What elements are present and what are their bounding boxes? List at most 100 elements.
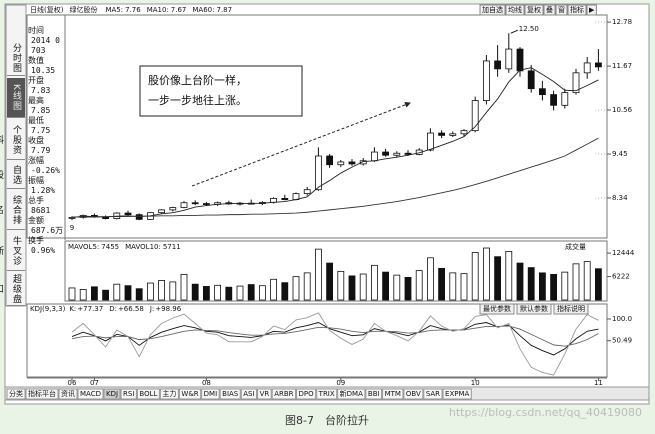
volume-bar xyxy=(460,273,468,301)
candle-body xyxy=(516,48,524,72)
candle-body xyxy=(124,212,132,216)
toolbar-button[interactable]: 复权 xyxy=(527,5,541,14)
price-panel xyxy=(26,14,608,239)
indicator-tab[interactable]: ASI xyxy=(243,390,254,398)
toolbar-button-frame[interactable] xyxy=(479,4,506,16)
indicator-tab[interactable]: SAR xyxy=(426,390,440,398)
indicator-tab[interactable]: 资讯 xyxy=(61,389,75,398)
indicator-tab[interactable]: 指标平台 xyxy=(28,389,56,398)
info-value: 8681 xyxy=(31,206,51,215)
toolbar-button[interactable]: ▶ xyxy=(589,6,595,14)
info-label: 最低 xyxy=(28,116,44,125)
toolbar-button[interactable]: 窗 xyxy=(558,5,565,14)
kdj-button-frame[interactable] xyxy=(553,303,589,315)
indicator-tab-frame[interactable] xyxy=(25,388,59,400)
sidebar-tab[interactable]: 自选股 xyxy=(0,161,25,189)
ma-label: MA10: xyxy=(147,6,169,14)
candle-body xyxy=(482,60,490,101)
kdj-button[interactable]: 指标说明 xyxy=(557,304,585,313)
indicator-tab-frame[interactable] xyxy=(296,388,317,400)
volume-bar xyxy=(426,257,434,301)
indicator-tab[interactable]: DPO xyxy=(299,390,315,398)
indicator-tab-frame[interactable] xyxy=(442,388,472,400)
toolbar-button[interactable]: 指标 xyxy=(570,5,584,14)
toolbar-button-frame[interactable] xyxy=(524,4,544,16)
volume-bar xyxy=(158,280,166,301)
toolbar-button-frame[interactable] xyxy=(567,4,587,16)
toolbar-button-frame[interactable] xyxy=(505,4,525,16)
indicator-tab[interactable]: BIAS xyxy=(222,390,239,398)
ma-value: 7.67 xyxy=(171,6,187,14)
indicator-tab-frame[interactable] xyxy=(58,388,78,400)
info-label: 最高 xyxy=(28,96,44,105)
indicator-tab[interactable]: 新DMA xyxy=(340,389,363,398)
indicator-tab-frame[interactable] xyxy=(136,388,160,400)
info-value: 687.6万 xyxy=(31,226,64,235)
sidebar-tab[interactable]: K线图 xyxy=(7,78,25,118)
indicator-tab[interactable]: TRIX xyxy=(318,390,335,398)
indicator-tab-frame[interactable] xyxy=(6,388,26,400)
indicator-tab-frame[interactable] xyxy=(403,388,424,400)
sidebar-tab[interactable]: 超级盘口 xyxy=(0,272,25,306)
info-label: 开盘 xyxy=(28,76,44,85)
volume-bar xyxy=(494,256,502,301)
candle-body xyxy=(583,62,591,74)
kdj-value: +77.37 xyxy=(77,305,103,313)
toolbar-button[interactable]: 叠 xyxy=(546,6,553,14)
indicator-tab[interactable]: W&R xyxy=(181,390,198,398)
toolbar-button[interactable]: 加自选 xyxy=(482,5,503,14)
kdj-button-frame[interactable] xyxy=(479,303,515,315)
volume-selector[interactable]: 成交量 xyxy=(565,242,586,251)
indicator-tab[interactable]: BBI xyxy=(368,390,380,398)
toolbar-button-frame[interactable] xyxy=(586,4,597,16)
volume-bar xyxy=(146,282,154,301)
indicator-tab-frame[interactable] xyxy=(337,388,366,400)
toolbar-button-frame[interactable] xyxy=(543,4,556,16)
indicator-tab-frame[interactable] xyxy=(219,388,241,400)
vol-value: 5711 xyxy=(163,243,181,251)
indicator-tab-frame[interactable] xyxy=(316,388,338,400)
ma-line xyxy=(72,137,599,218)
candle-body xyxy=(595,62,602,68)
indicator-tab[interactable]: 分类 xyxy=(9,389,23,398)
kdj-button[interactable]: 默认参数 xyxy=(520,304,548,313)
info-panel: 时间 2014 0703 数值 10.35 开盘 7.83 最高 7.85 最低 7.75 收盘 7.… xyxy=(28,26,64,256)
indicator-tab-frame[interactable] xyxy=(103,388,121,400)
indicator-tab[interactable]: 主力 xyxy=(162,389,176,398)
indicator-tab-frame[interactable] xyxy=(382,388,404,400)
indicator-tab-frame[interactable] xyxy=(365,388,383,400)
indicator-tab[interactable]: MACD xyxy=(80,390,101,398)
sidebar-tab[interactable]: 牛叉诊断 xyxy=(0,231,25,271)
kdj-button[interactable]: 最优参数 xyxy=(483,304,511,313)
candle-body xyxy=(505,48,513,70)
indicator-tab[interactable]: OBV xyxy=(406,390,421,398)
indicator-tab-frame[interactable] xyxy=(178,388,202,400)
indicator-tab-frame[interactable] xyxy=(271,388,297,400)
kdj-line xyxy=(71,312,599,376)
sidebar-tab[interactable]: 综合排名 xyxy=(0,190,25,230)
indicator-tab[interactable]: VR xyxy=(260,390,270,398)
volume-bar xyxy=(303,272,311,301)
kdj-button-frame[interactable] xyxy=(516,303,552,315)
sidebar-tab[interactable]: 分时图 xyxy=(7,40,25,76)
indicator-tab-frame[interactable] xyxy=(201,388,220,400)
indicator-tab-frame[interactable] xyxy=(240,388,258,400)
x-tick-label: 11 xyxy=(594,379,603,387)
indicator-tab-frame[interactable] xyxy=(120,388,137,400)
indicator-tab[interactable]: BOLL xyxy=(139,390,157,398)
sidebar-tab[interactable]: 个股资料 xyxy=(0,120,25,160)
indicator-tab-frame[interactable] xyxy=(77,388,104,400)
indicator-tab[interactable]: MTM xyxy=(385,390,401,398)
indicator-tab-frame[interactable] xyxy=(159,388,179,400)
indicator-tab[interactable]: KDJ xyxy=(106,390,118,398)
ma-line xyxy=(71,67,599,218)
indicator-tab[interactable]: EXPMA xyxy=(445,390,469,398)
indicator-tab-frame[interactable] xyxy=(257,388,272,400)
indicator-tab[interactable]: DMI xyxy=(204,390,218,398)
indicator-tab[interactable]: RSI xyxy=(123,390,134,398)
toolbar-button[interactable]: 均线 xyxy=(508,5,522,14)
indicator-tab-frame[interactable] xyxy=(423,388,443,400)
toolbar-button-frame[interactable] xyxy=(555,4,568,16)
indicator-tab[interactable]: ARBR xyxy=(274,390,293,398)
